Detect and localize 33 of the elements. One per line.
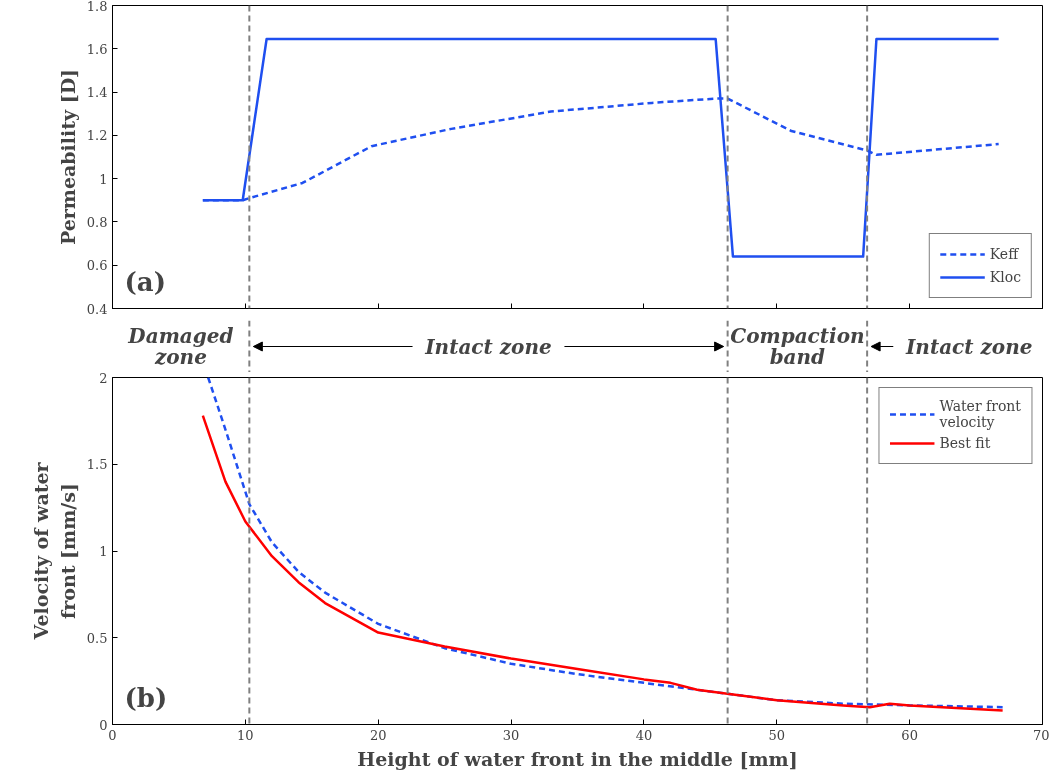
x-axis-title: Height of water front in the middle [mm] — [357, 747, 798, 770]
y-axis-title: Permeability [D] — [56, 68, 79, 246]
y-tick-label: 2 — [99, 370, 108, 386]
x-tick-label: 20 — [369, 727, 387, 743]
legend-label: Keff — [989, 246, 1019, 262]
x-tick-label: 50 — [768, 727, 786, 743]
y-tick-label: 1.8 — [86, 0, 108, 14]
y-tick-label: 1.2 — [86, 128, 108, 144]
y-tick-label: 1 — [99, 544, 108, 559]
x-tick-label: 60 — [901, 727, 918, 743]
legend-label: Kloc — [989, 269, 1021, 285]
y-tick-label: 0.5 — [86, 630, 108, 646]
y-tick-label: 0 — [99, 717, 108, 733]
y-tick-label: 1.6 — [86, 41, 108, 57]
text: Compaction band — [730, 323, 865, 370]
x-tick-label: 40 — [635, 727, 653, 743]
y-tick-label: 1.5 — [86, 457, 108, 473]
x-tick-label: 10 — [237, 727, 254, 743]
text: Intact zone — [424, 334, 552, 359]
y-tick-label: 0.8 — [86, 214, 108, 230]
legend-label: Water front velocity — [939, 398, 1021, 430]
x-tick-label: 70 — [1032, 727, 1049, 743]
x-tick-label: 30 — [502, 727, 520, 743]
y-tick-label: 0.4 — [86, 301, 108, 317]
y-tick-label: 0.6 — [86, 258, 108, 274]
text: Damaged zone — [127, 323, 234, 370]
y-tick-label: 1 — [99, 171, 108, 187]
annotation: (b) — [124, 682, 168, 713]
annotation: (a) — [124, 266, 166, 297]
y-tick-label: 1.4 — [86, 85, 108, 101]
legend-label: Best fit — [939, 435, 991, 451]
text: Intact zone — [905, 334, 1033, 359]
y-axis-title: Velocity of water front [mm/s] — [30, 461, 79, 641]
